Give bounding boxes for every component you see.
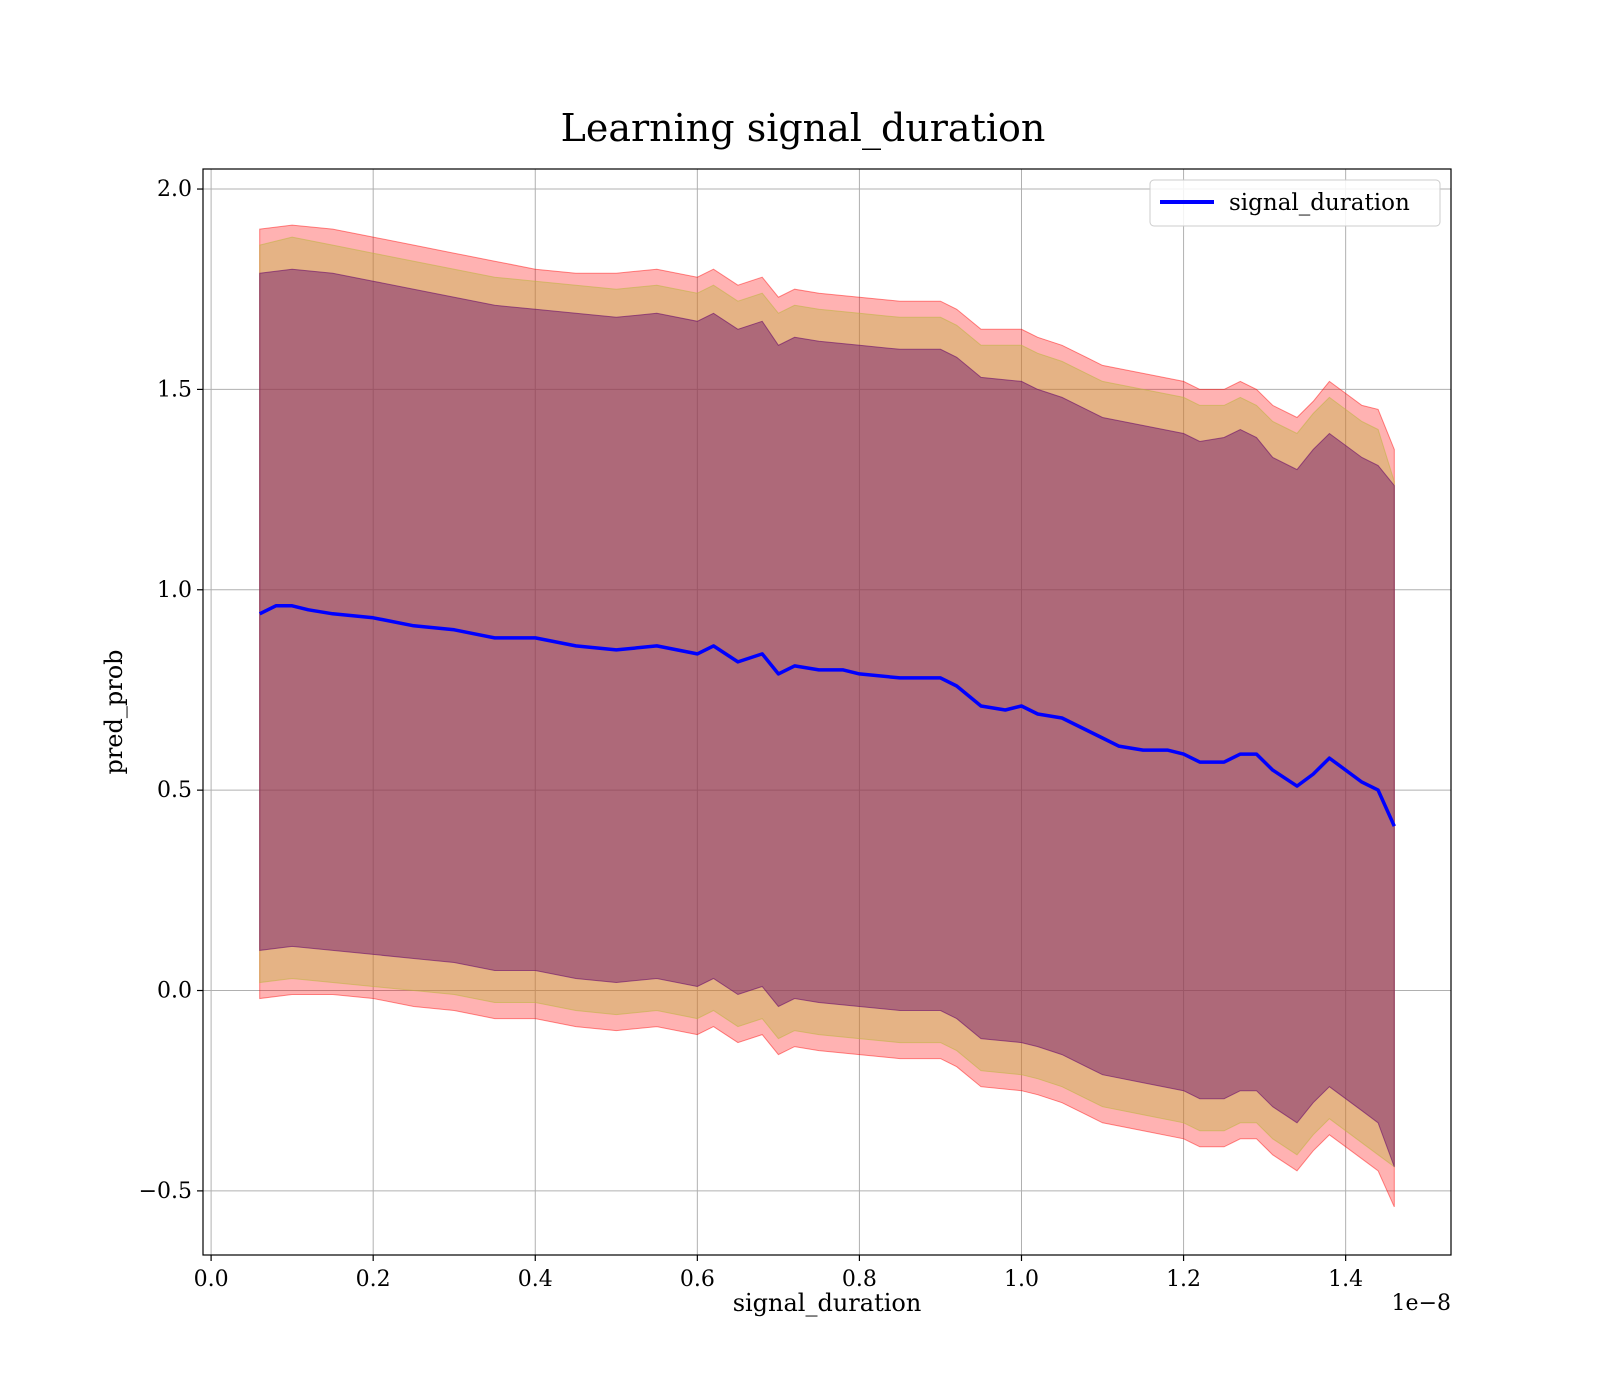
y-tick-label: 1.5 [157, 377, 192, 402]
x-tick-label: 0.6 [680, 1267, 715, 1292]
x-tick-label: 0.8 [842, 1267, 877, 1292]
legend-box [1149, 179, 1441, 227]
y-tick-label: 2.0 [157, 177, 192, 202]
x-tick-label: 1.2 [1166, 1267, 1201, 1292]
x-tick-label: 1.4 [1328, 1267, 1363, 1292]
y-tick-label: 1.0 [157, 578, 192, 603]
y-axis-ticks: 2.0 1.5 1.0 0.5 0.0 −0.5 [139, 177, 203, 1204]
x-tick-label: 0.4 [518, 1267, 553, 1292]
y-tick-label: 0.0 [157, 979, 192, 1004]
chart-title: Learning signal_duration [561, 106, 1046, 151]
x-axis-label: signal_duration [733, 1289, 922, 1317]
uncertainty-bands [259, 224, 1395, 1208]
x-tick-label: 0.0 [194, 1267, 229, 1292]
plot-background [203, 169, 1451, 1255]
legend: signal_duration [1149, 179, 1441, 227]
series-lines [258, 604, 1396, 827]
x-tick-label: 1.0 [1004, 1267, 1039, 1292]
y-tick-label: 0.5 [157, 778, 192, 803]
x-axis-offset-label: 1e−8 [1392, 1291, 1451, 1316]
confidence-band-3 [259, 268, 1395, 1167]
series-line-signal-duration [258, 604, 1396, 827]
confidence-band-1 [259, 224, 1395, 1208]
plot-frame [202, 168, 1452, 1256]
plot-area [202, 168, 1452, 1256]
y-tick-label: −0.5 [139, 1179, 192, 1204]
y-axis-label: pred_prob [100, 649, 128, 774]
x-axis-ticks: 0.0 0.2 0.4 0.6 0.8 1.0 1.2 1.4 [194, 1255, 1363, 1292]
legend-label: signal_duration [1229, 190, 1410, 216]
x-tick-label: 0.2 [356, 1267, 391, 1292]
